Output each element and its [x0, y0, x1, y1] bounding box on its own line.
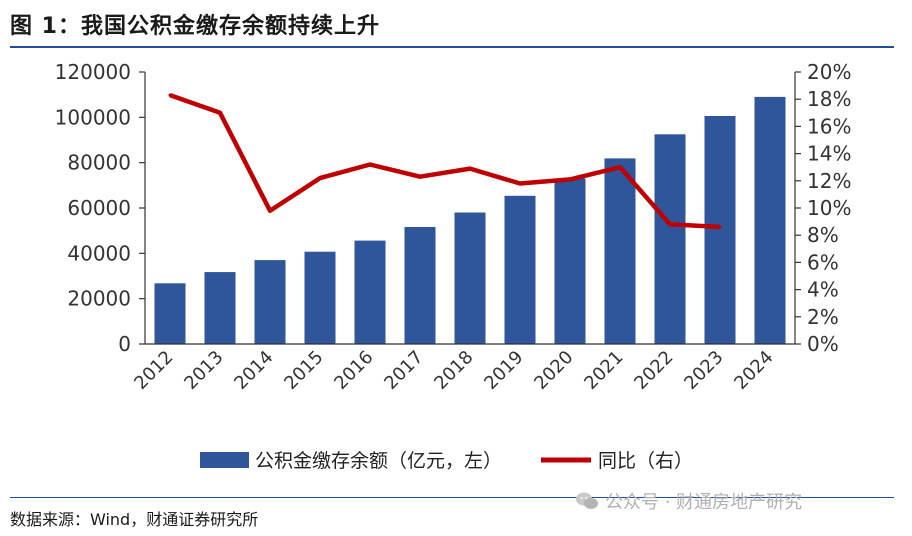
legend: 公积金缴存余额（亿元，左） 同比（右） [200, 450, 693, 472]
line-point [418, 175, 422, 179]
line-point [568, 177, 572, 181]
right-tick-label: 16% [807, 114, 851, 138]
right-tick-label: 10% [807, 196, 851, 220]
bar-series [154, 96, 786, 345]
left-tick-label: 100000 [55, 105, 131, 129]
figure-title: 图 1：我国公积金缴存余额持续上升 [10, 14, 380, 39]
left-tick-label: 20000 [67, 287, 131, 311]
bar [704, 116, 736, 344]
line-point [168, 93, 172, 97]
right-tick-label: 8% [807, 223, 839, 247]
left-axis: 0 20000 40000 60000 80000 100000 120000 [55, 60, 146, 356]
bar [154, 283, 186, 344]
x-tick-label: 2021 [580, 347, 627, 394]
x-tick-label: 2013 [180, 347, 227, 394]
line-point [318, 176, 322, 180]
yoy-line-series [168, 92, 722, 230]
right-tick-label: 6% [807, 250, 839, 274]
right-tick-label: 20% [807, 60, 851, 84]
bar [304, 251, 336, 344]
line-point [268, 209, 272, 213]
x-tick-label: 2018 [430, 347, 477, 394]
x-tick-label: 2024 [730, 347, 777, 394]
x-tick-label: 2017 [380, 347, 427, 394]
right-tick-label: 4% [807, 278, 839, 302]
x-tick-label: 2022 [630, 347, 677, 394]
left-tick-label: 60000 [67, 196, 131, 220]
line-point [218, 111, 222, 115]
bar [554, 178, 586, 344]
bar [404, 227, 436, 344]
right-tick-label: 2% [807, 305, 839, 329]
right-tick-label: 12% [807, 169, 851, 193]
chart: 0 20000 40000 60000 80000 100000 120000 0% 2% 4%… [55, 60, 852, 472]
bar [754, 96, 786, 345]
line-point [468, 167, 472, 171]
wechat-icon [576, 492, 598, 509]
yoy-line [169, 92, 721, 230]
right-tick-label: 0% [807, 332, 839, 356]
bar [354, 240, 386, 344]
x-tick-label: 2014 [230, 347, 277, 394]
legend-line-label: 同比（右） [598, 450, 693, 472]
x-tick-label: 2020 [530, 347, 577, 394]
watermark-text: 公众号 · 财通房地产研究 [605, 492, 803, 513]
line-point [518, 182, 522, 185]
bar [604, 158, 636, 344]
x-tick-label: 2015 [280, 347, 327, 394]
right-tick-label: 18% [807, 87, 851, 111]
x-tick-label: 2012 [130, 347, 177, 394]
bar [254, 260, 286, 344]
line-point [718, 225, 722, 229]
data-source: 数据来源：Wind，财通证券研究所 [10, 510, 259, 529]
legend-bar-label: 公积金缴存余额（亿元，左） [255, 450, 502, 472]
line-point [618, 165, 622, 169]
left-tick-label: 120000 [55, 60, 131, 84]
left-tick-label: 40000 [67, 241, 131, 265]
left-tick-label: 80000 [67, 151, 131, 175]
right-tick-label: 14% [807, 142, 851, 166]
bar [454, 212, 486, 344]
bar [504, 195, 536, 344]
x-tick-label: 2019 [480, 347, 527, 394]
watermark: 公众号 · 财通房地产研究 [575, 488, 802, 514]
left-tick-label: 0 [118, 332, 131, 356]
bar [654, 134, 686, 344]
x-tick-label: 2023 [680, 347, 727, 394]
x-tick-label: 2016 [330, 347, 377, 394]
line-point [368, 163, 372, 166]
title-divider [10, 46, 894, 48]
footer-divider [10, 497, 894, 498]
line-point [668, 222, 672, 226]
right-axis: 0% 2% 4% 6% 8% 10% 12% 14% 16% 18% 20% [794, 60, 851, 356]
legend-bar-swatch [200, 452, 249, 468]
x-axis: 2012 2013 2014 2015 2016 2017 2018 2019 2020 2021… [130, 343, 795, 394]
bar [204, 272, 236, 344]
